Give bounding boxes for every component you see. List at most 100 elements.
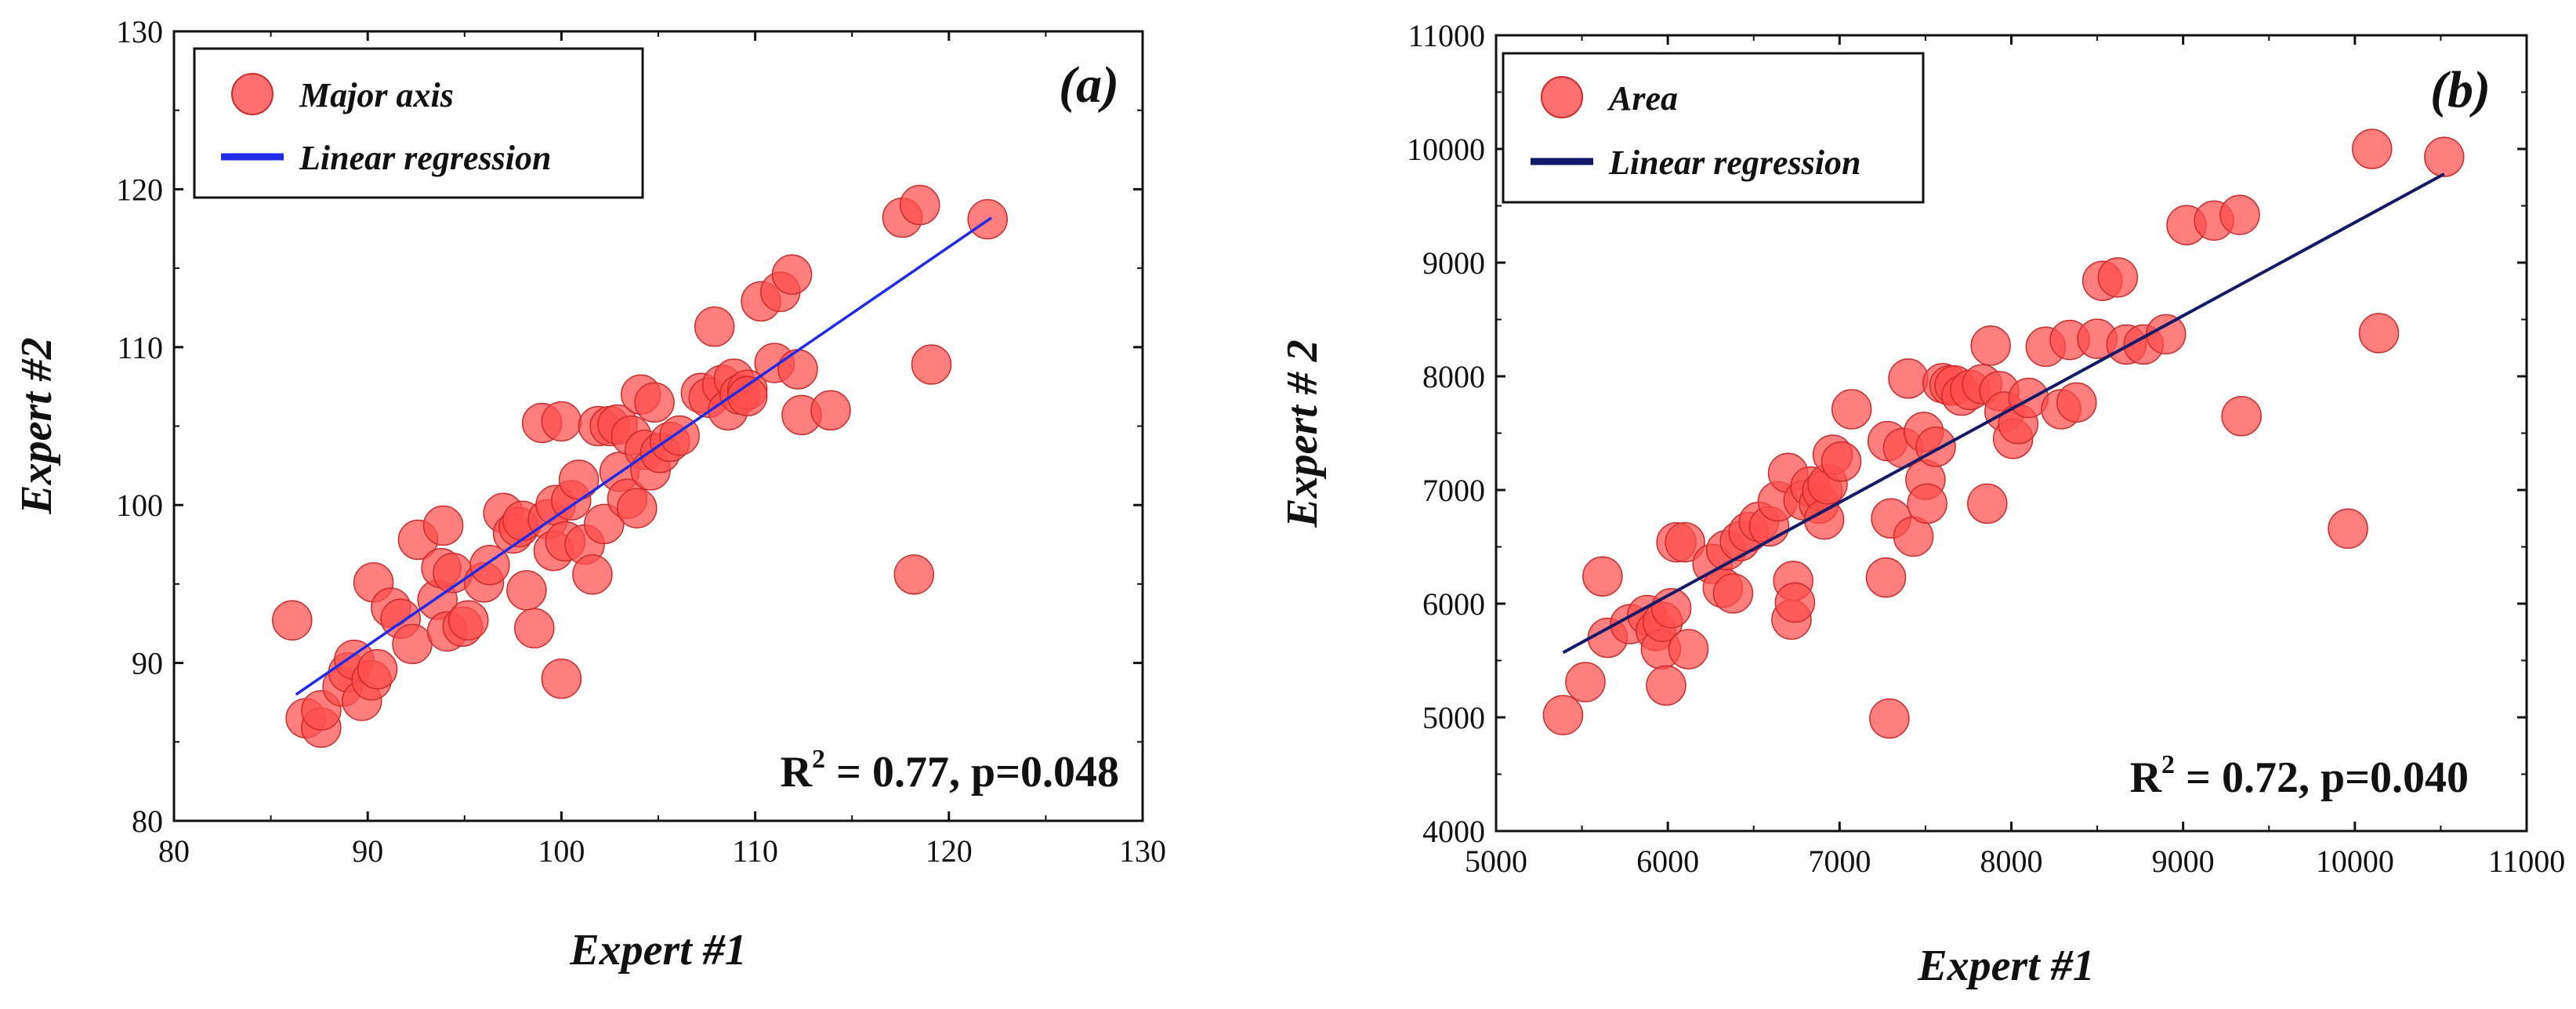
chart-b-data-point	[2056, 382, 2097, 423]
chart-b-data-point	[1869, 698, 1910, 739]
chart-a-y-tick-label: 90	[132, 646, 163, 681]
chart-a-data-point	[558, 459, 600, 500]
chart-b-data-point	[1821, 441, 1862, 482]
chart-a-y-tick-label: 100	[116, 488, 163, 523]
chart-a-r2-label: R	[781, 748, 813, 797]
chart-b-ticks: 5000 6000 7000 8000 9000 10000 110004000500060…	[1407, 18, 2565, 879]
chart-a-data-point	[911, 344, 952, 385]
chart-b-x-tick-label: 10000	[2316, 844, 2394, 879]
chart-b-data-point	[2328, 508, 2368, 550]
chart-b-y-tick-label: 6000	[1422, 586, 1485, 622]
chart-a-data-point	[694, 306, 735, 347]
chart-b-y-tick-label: 8000	[1422, 359, 1485, 394]
chart-b-legend-point-marker	[1541, 76, 1583, 118]
chart-a-legend-point-marker	[231, 73, 274, 115]
chart-b-data-point	[2424, 136, 2465, 177]
chart-a-data-point	[447, 600, 489, 641]
chart-a-r2-superscript: 2	[812, 745, 825, 774]
chart-a-data-point	[422, 505, 464, 546]
chart-b-data-point	[1542, 695, 1584, 735]
chart-a-data-point	[810, 390, 851, 431]
chart-a-data-point	[572, 554, 613, 595]
chart-b-data-point	[2352, 129, 2393, 169]
chart-a-data-point	[899, 184, 940, 226]
chart-a-data-point	[584, 503, 625, 545]
chart-a-stat-annotation: R2 = 0.77, p=0.048	[781, 745, 1119, 797]
chart-a-y-tick-label: 130	[116, 14, 163, 49]
chart-b-y-axis-label: Expert # 2	[1278, 339, 1327, 528]
chart-b-x-tick-label: 11000	[2488, 844, 2566, 879]
chart-b-data-point	[1915, 426, 1956, 467]
chart-b-data-point	[1646, 665, 1687, 706]
chart-b-data-point	[1565, 662, 1606, 702]
chart-a-data-point	[771, 254, 813, 295]
chart-a-data-point	[541, 658, 582, 699]
chart-a-data-point	[357, 648, 398, 690]
chart-a-data-point	[272, 600, 313, 641]
chart-a-legend: Major axis Linear regression	[193, 47, 644, 199]
chart-a-data-point	[726, 376, 768, 416]
chart-b-x-tick-label: 9000	[2152, 844, 2215, 879]
chart-b-x-tick-label: 8000	[1980, 844, 2043, 879]
chart-b-data-point	[2221, 396, 2262, 437]
chart-a-legend-box	[193, 47, 644, 199]
chart-a-legend-line-label: Linear regression	[299, 139, 551, 177]
chart-b-data-point	[2358, 313, 2400, 354]
chart-b-data-point	[1774, 582, 1816, 623]
chart-b-data-point	[1665, 521, 1705, 563]
chart-b-data-point	[2097, 257, 2139, 298]
chart-a-regression-line	[295, 216, 993, 696]
chart-a-data-point	[514, 608, 555, 649]
chart-a-y-tick-label: 110	[117, 330, 163, 365]
chart-b-data-point	[1712, 573, 1754, 614]
chart-b-data-point	[1865, 557, 1907, 598]
chart-b-points	[1542, 129, 2465, 739]
chart-b-y-tick-label: 7000	[1422, 473, 1485, 508]
chart-b-data-point	[2219, 194, 2260, 235]
chart-b-legend-point-label: Area	[1607, 79, 1678, 118]
chart-a-legend-point-label: Major axis	[299, 76, 454, 114]
chart-b-data-point	[1831, 389, 1872, 430]
chart-a-r2-value: = 0.77, p=0.048	[825, 748, 1119, 797]
chart-a-data-point	[634, 382, 675, 423]
chart-b-data-point	[1907, 483, 1947, 524]
chart-a: 80 90 100 110 120 130 80 90 100 110 120 130 Major a…	[13, 14, 1166, 975]
chart-b-legend: Area Linear regression	[1502, 52, 1925, 204]
chart-b-r2-label: R	[2130, 753, 2162, 802]
chart-b-r2-value: = 0.72, p=0.040	[2175, 753, 2469, 802]
chart-b-x-axis-label: Expert #1	[1917, 942, 2095, 990]
chart-a-x-axis-label: Expert #1	[569, 926, 747, 975]
chart-b-legend-line-label: Linear regression	[1608, 143, 1860, 182]
chart-a-data-point	[617, 488, 658, 528]
chart-b-y-tick-label: 10000	[1407, 132, 1485, 167]
chart-b: 5000 6000 7000 8000 9000 10000 110004000500060…	[1278, 18, 2565, 990]
chart-a-x-tick-label: 90	[352, 833, 383, 869]
chart-a-y-tick-label: 120	[116, 172, 163, 207]
chart-b-data-point	[1970, 325, 2011, 366]
chart-b-data-point	[1582, 556, 1623, 597]
chart-a-data-point	[392, 623, 433, 665]
chart-b-x-tick-label: 5000	[1465, 844, 1527, 879]
chart-b-regression-line	[1562, 172, 2445, 655]
chart-b-data-point	[1967, 483, 2008, 524]
chart-b-y-tick-label: 9000	[1422, 245, 1485, 281]
chart-a-x-tick-label: 120	[926, 833, 973, 869]
chart-a-ticks: 80 90 100 110 120 130 80 90 100 110 120 130	[116, 14, 1166, 869]
chart-b-panel-label: (b)	[2430, 61, 2491, 118]
chart-b-data-point	[1668, 629, 1709, 670]
chart-b-y-tick-label: 5000	[1422, 700, 1485, 735]
chart-a-points	[272, 184, 1008, 748]
chart-b-y-tick-label: 11000	[1408, 18, 1485, 53]
chart-a-y-tick-label: 80	[132, 804, 163, 839]
chart-b-stat-annotation: R2 = 0.72, p=0.040	[2130, 750, 2469, 802]
chart-b-x-tick-label: 7000	[1808, 844, 1871, 879]
chart-a-data-point	[506, 570, 547, 611]
chart-a-x-tick-label: 100	[538, 833, 585, 869]
chart-a-x-tick-label: 80	[158, 833, 190, 869]
chart-b-data-point	[1888, 358, 1929, 399]
chart-b-legend-box	[1502, 52, 1925, 204]
chart-a-data-point	[541, 401, 582, 442]
chart-a-data-point	[893, 554, 935, 595]
chart-a-panel-label: (a)	[1059, 56, 1119, 114]
